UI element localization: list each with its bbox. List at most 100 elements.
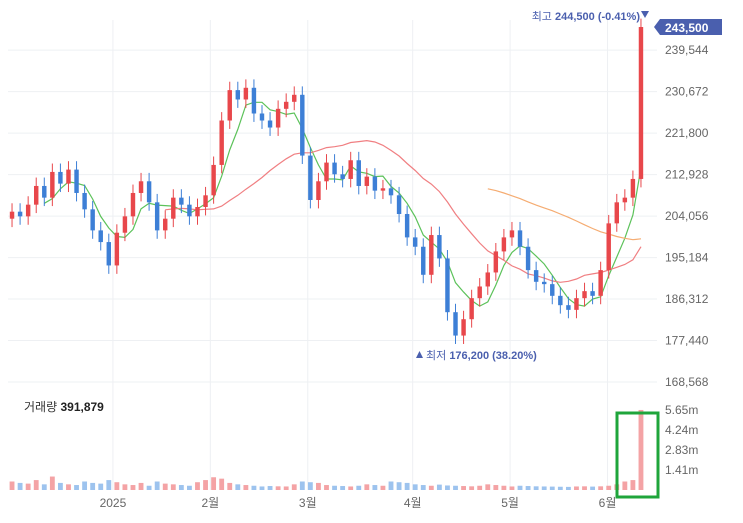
candle-body — [283, 101, 289, 109]
volume-bar — [74, 485, 79, 490]
volume-bar — [146, 485, 152, 490]
candle-body — [372, 176, 378, 191]
volume-axis: 5.65m 4.24m 2.83m 1.41m — [665, 403, 698, 477]
volume-bar — [283, 486, 289, 490]
volume-tick-label: 1.41m — [665, 463, 698, 477]
volume-bar — [606, 485, 612, 490]
candle-body — [275, 108, 281, 128]
candle-body — [25, 204, 31, 217]
price-tick-label: 221,800 — [665, 126, 709, 140]
price-tick-label: 204,056 — [665, 209, 709, 223]
volume-bar — [106, 480, 112, 490]
candle-body — [171, 197, 176, 219]
volume-value: 391,879 — [60, 400, 104, 414]
low-prefix: 최저 — [426, 349, 446, 362]
volume-bar — [178, 485, 184, 490]
volume-bar — [235, 484, 241, 490]
candle-body — [509, 230, 515, 238]
low-annotation: 최저 176,200 (38.20%) — [426, 349, 537, 362]
candle-body — [566, 305, 571, 310]
volume-bar — [332, 485, 337, 490]
price-tick-label: 212,928 — [665, 168, 709, 182]
candle-body — [235, 90, 241, 100]
date-tick-label: 6월 — [599, 496, 617, 510]
date-tick-label: 2025 — [100, 496, 127, 510]
volume-bar — [477, 485, 483, 490]
date-tick-label: 2월 — [201, 496, 219, 510]
price-tick-label: 195,184 — [665, 251, 709, 265]
candle-body — [90, 209, 95, 231]
price-tick-label: 239,544 — [665, 43, 709, 57]
volume-bar — [453, 485, 458, 490]
volume-bar — [251, 485, 257, 490]
volume-tick-label: 2.83m — [665, 443, 698, 457]
volume-bar — [49, 476, 55, 490]
candle-body — [122, 216, 128, 233]
candle-body — [211, 164, 216, 196]
candle-body — [469, 298, 474, 320]
candle-body — [356, 160, 361, 186]
current-price-label: 243,500 — [665, 21, 709, 35]
candle-body — [292, 94, 297, 102]
candle-body — [630, 178, 636, 198]
candle-body — [429, 235, 434, 275]
volume-bar — [404, 482, 410, 490]
grid-lines — [8, 20, 657, 490]
volume-bar — [622, 481, 628, 490]
volume-bar — [590, 486, 596, 490]
candle-body — [396, 195, 402, 215]
price-axis: 239,544 230,672 221,800 212,928 204,056 195,1… — [665, 43, 709, 389]
candle-body — [364, 176, 370, 186]
candle-body — [300, 94, 305, 156]
volume-tick-label: 4.24m — [665, 423, 698, 437]
date-tick-label: 4월 — [404, 496, 422, 510]
volume-bar — [267, 486, 273, 490]
volume-bar — [509, 486, 515, 490]
volume-bar — [420, 485, 426, 490]
candle-body — [485, 272, 490, 287]
date-tick-label: 5월 — [501, 496, 519, 510]
volume-bar — [275, 486, 281, 490]
candle-body — [106, 242, 112, 266]
candle-body — [533, 270, 539, 282]
candle-body — [146, 181, 152, 203]
volume-bar — [549, 486, 555, 490]
volume-bar — [122, 484, 128, 490]
candle-body — [74, 169, 79, 193]
volume-bar — [428, 485, 434, 490]
volume-bar — [98, 483, 104, 490]
candle-body — [525, 246, 531, 271]
candle-body — [614, 202, 619, 224]
candle-body — [582, 291, 587, 299]
volume-bar — [493, 485, 499, 490]
candle-body — [34, 185, 39, 205]
high-prefix: 최고 — [532, 10, 552, 23]
volume-bar — [17, 482, 23, 490]
volume-bar — [219, 478, 225, 490]
volume-bar — [138, 482, 144, 490]
volume-bar — [541, 486, 547, 490]
candle-body — [421, 246, 426, 275]
low-marker-icon — [416, 351, 423, 358]
volume-bar — [25, 483, 31, 490]
price-tick-label: 230,672 — [665, 85, 709, 99]
volume-bar — [380, 485, 386, 490]
candle-body — [558, 295, 563, 306]
volume-bar — [259, 486, 265, 490]
volume-bar — [211, 477, 217, 490]
volume-bar — [195, 482, 200, 490]
candle-body — [590, 291, 595, 296]
candle-body — [154, 202, 160, 231]
high-annotation: 최고 244,500 (-0.41%) — [532, 10, 641, 23]
candle-body — [493, 251, 499, 273]
high-marker-icon — [641, 11, 649, 18]
volume-bar — [638, 409, 644, 490]
candle-body — [332, 162, 337, 175]
volume-bar — [33, 480, 39, 490]
date-tick-label: 3월 — [299, 496, 317, 510]
candle-body — [42, 185, 47, 198]
candle-body — [574, 298, 579, 310]
candle-body — [445, 258, 450, 313]
volume-bar — [525, 486, 531, 490]
